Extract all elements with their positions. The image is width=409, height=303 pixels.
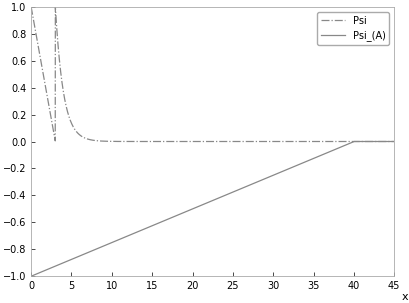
Psi_(A)	[168, 216, 173, 220]
Psi	[391, 140, 396, 143]
Psi_(A)	[92, 248, 97, 252]
Psi	[29, 5, 34, 8]
Psi_(A)	[183, 210, 188, 213]
Psi	[70, 124, 75, 127]
Psi_(A)	[345, 142, 350, 146]
Psi_(A)	[29, 275, 34, 278]
Psi_(A)	[70, 257, 75, 261]
Text: x: x	[400, 292, 407, 302]
Psi	[168, 140, 173, 143]
Psi	[345, 140, 350, 143]
Psi	[183, 140, 188, 143]
Psi_(A)	[391, 140, 396, 143]
Legend: Psi, Psi_(A): Psi, Psi_(A)	[316, 12, 389, 45]
Line: Psi: Psi	[31, 7, 393, 142]
Psi_(A)	[384, 140, 389, 143]
Psi	[384, 140, 389, 143]
Line: Psi_(A): Psi_(A)	[31, 142, 393, 276]
Psi_(A)	[351, 140, 355, 143]
Psi	[92, 138, 97, 142]
